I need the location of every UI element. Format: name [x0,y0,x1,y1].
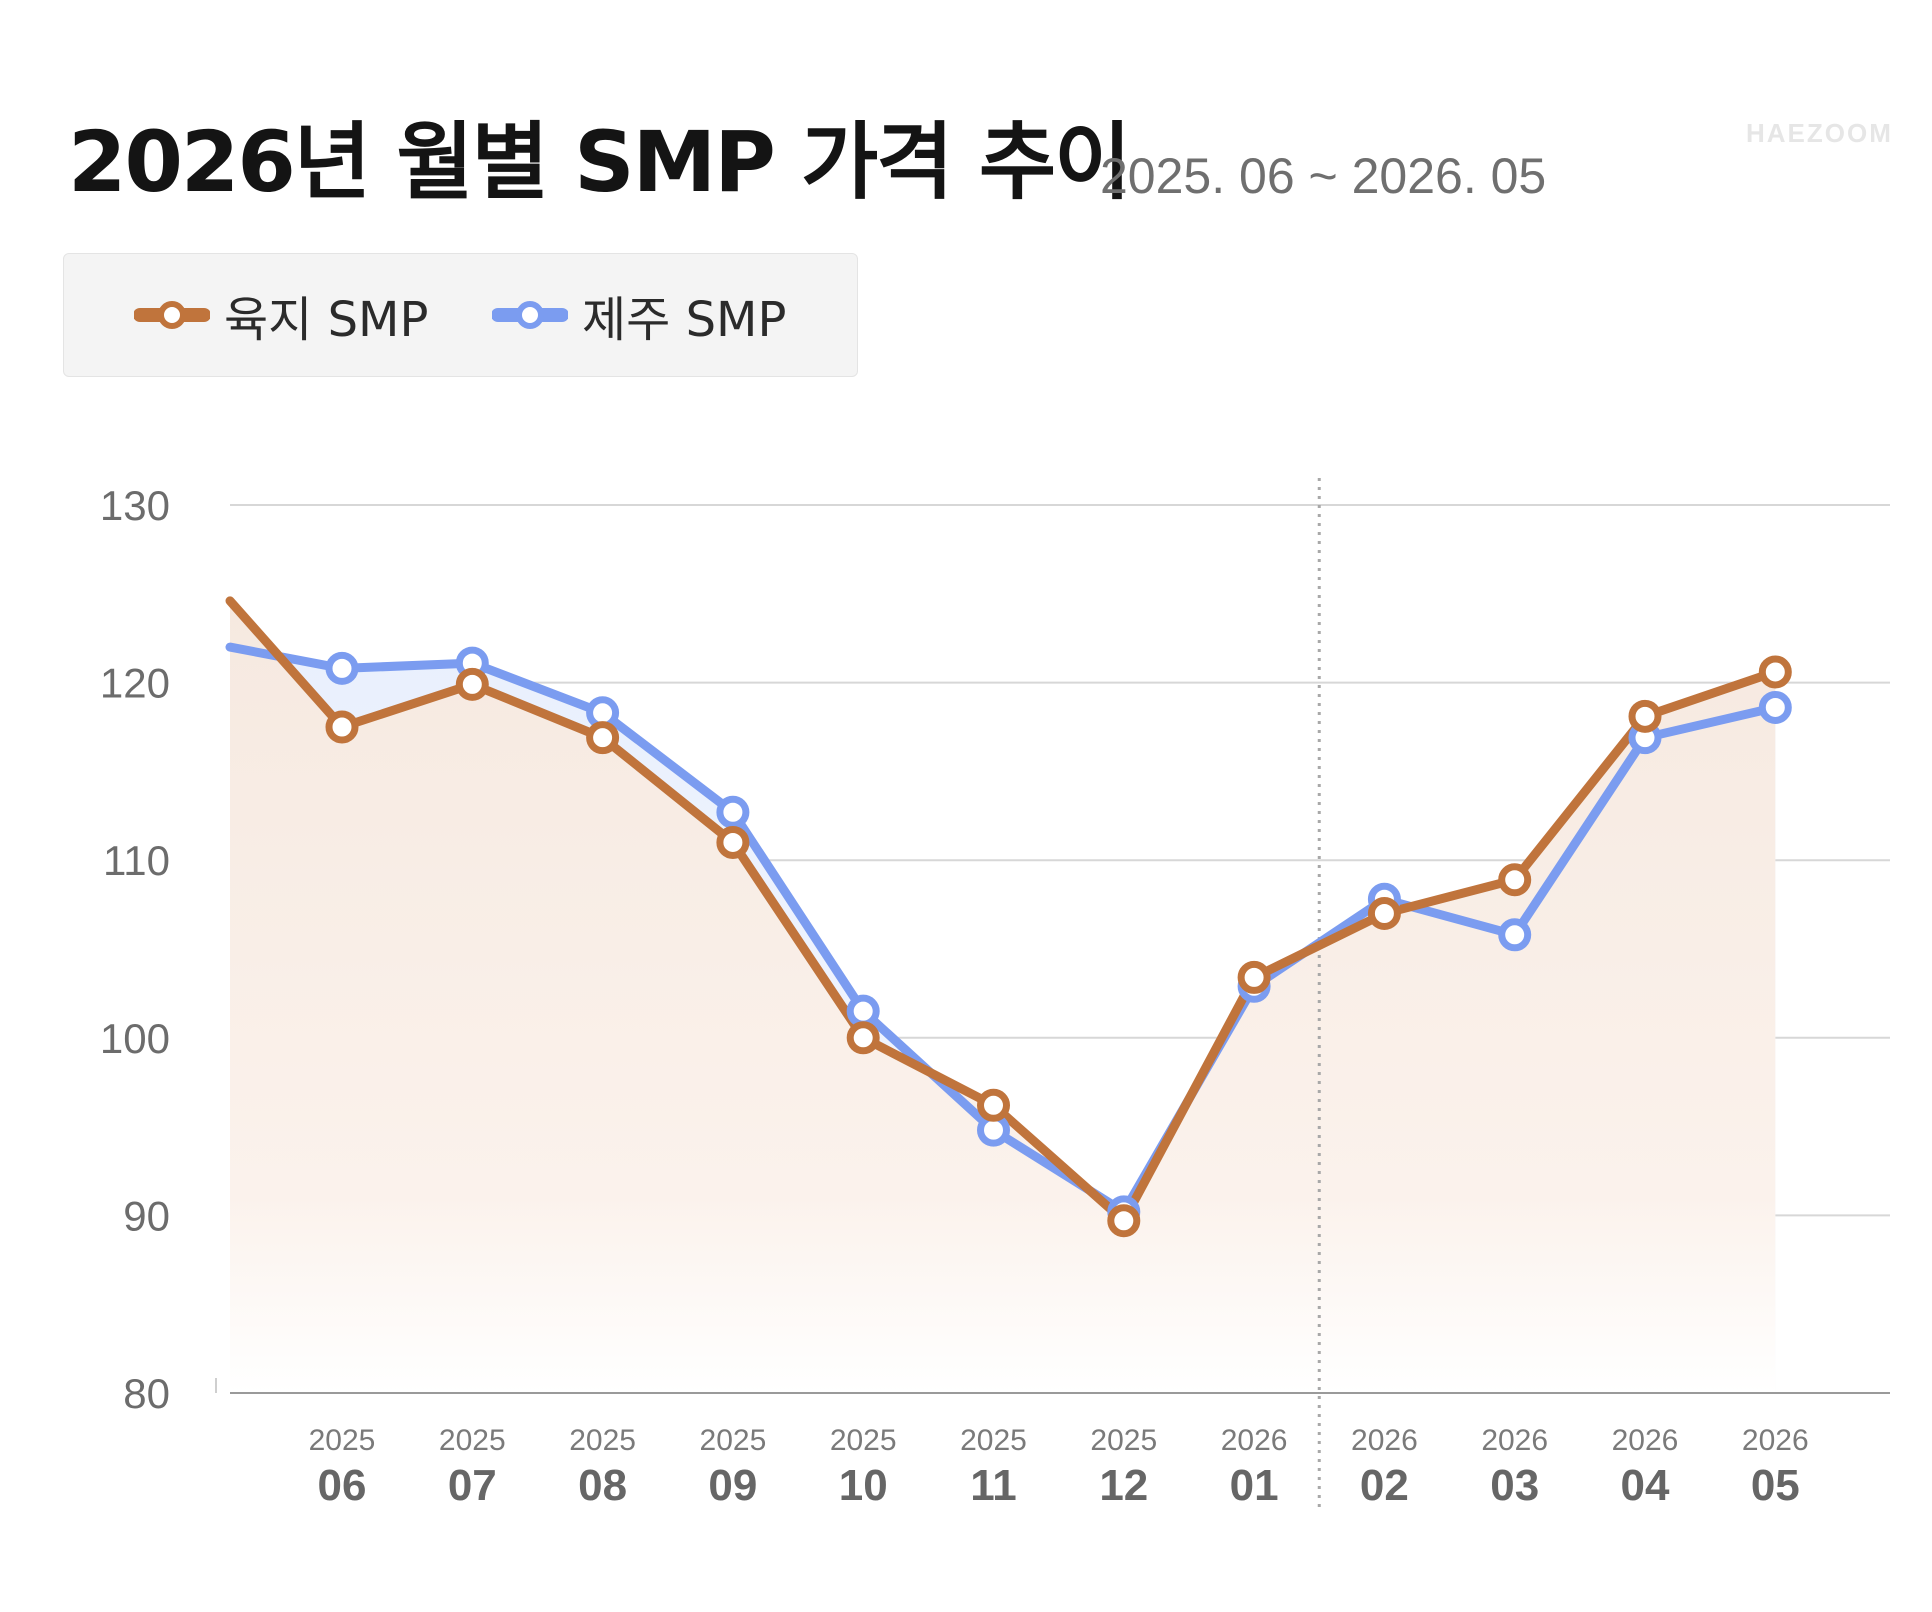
x-tick-year: 2026 [1612,1424,1679,1457]
x-tick-year: 2025 [569,1424,636,1457]
x-tick-month: 12 [1099,1461,1148,1510]
area-land [230,600,1776,1393]
legend-item-land-smp[interactable]: 육지 SMP [134,285,428,348]
data-point [1758,690,1792,724]
data-point [325,710,359,744]
y-tick-label: 100 [100,1015,170,1062]
period-subtitle: 2025. 06 ~ 2026. 05 [1100,148,1547,204]
x-tick-year: 2025 [1090,1424,1157,1457]
data-point [1628,699,1662,733]
x-tick-year: 2026 [1221,1424,1288,1457]
data-point [455,667,489,701]
data-point [1367,896,1401,930]
legend-label-land: 육지 SMP [224,292,429,348]
data-point [977,1088,1010,1122]
series-areas [230,600,1776,1393]
x-tick-month: 05 [1751,1461,1800,1510]
y-tick-label: 120 [100,660,170,707]
data-point [1758,655,1792,689]
x-tick-month: 11 [970,1461,1017,1510]
brand-watermark: HAEZOOM [1746,118,1893,148]
x-tick-year: 2025 [830,1424,897,1457]
legend-land-marker-icon [134,301,210,329]
x-tick-year: 2025 [309,1424,376,1457]
x-tick-month: 03 [1490,1461,1539,1510]
series-points [325,646,1792,1238]
data-point [1498,918,1532,952]
x-tick-month: 04 [1621,1461,1670,1510]
data-point [1498,863,1532,897]
data-point [1107,1204,1141,1238]
x-tick-year: 2025 [439,1424,506,1457]
legend-item-jeju-smp[interactable]: 제주 SMP [492,285,786,348]
data-point [325,651,359,685]
x-tick-year: 2026 [1742,1424,1809,1457]
y-tick-label: 110 [103,837,170,884]
x-tick-month: 09 [708,1461,757,1510]
data-point [846,994,880,1028]
y-tick-label: 130 [100,482,170,529]
data-point [586,721,620,755]
axes: 80 90 100 110 120 130 2025 06 2025 07 2025 08 2025 09… [100,482,1890,1510]
x-tick-year: 2026 [1351,1424,1418,1457]
x-tick-year: 2026 [1481,1424,1548,1457]
data-point [716,795,750,829]
x-tick-year: 2025 [960,1424,1027,1457]
data-point [716,825,750,859]
y-tick-label: 90 [123,1192,170,1239]
y-tick-label: 80 [123,1370,170,1417]
x-tick-month: 08 [578,1461,627,1510]
data-point [846,1021,880,1055]
legend-jeju-marker-icon [492,301,568,329]
page-title: 2026년 월별 SMP 가격 추이 [68,113,1131,211]
x-tick-month: 10 [839,1461,888,1510]
x-tick-month: 02 [1360,1461,1409,1510]
legend-label-jeju: 제주 SMP [582,292,787,348]
x-tick-year: 2025 [700,1424,767,1457]
chart-legend: 육지 SMP 제주 SMP [63,253,858,377]
x-tick-month: 01 [1230,1461,1279,1510]
data-point [1237,960,1271,994]
x-tick-month: 07 [448,1461,497,1510]
x-tick-month: 06 [318,1461,367,1510]
